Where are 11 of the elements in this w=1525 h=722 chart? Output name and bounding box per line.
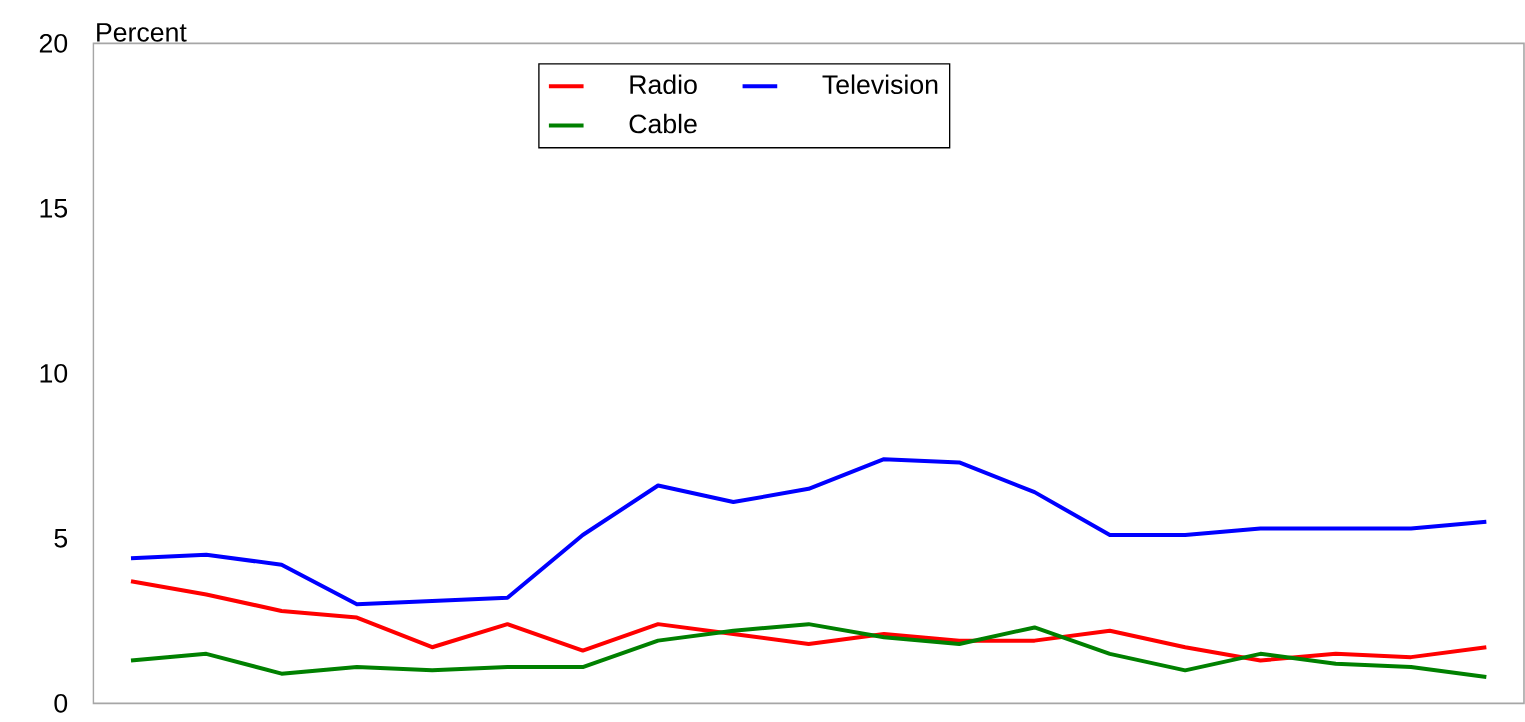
y-axis-title: Percent <box>97 23 187 42</box>
legend-label: Cable <box>629 113 697 134</box>
y-tick-label: 20 <box>39 33 68 53</box>
y-tick-label: 5 <box>54 529 68 548</box>
y-tick-label: 0 <box>54 693 68 713</box>
line-series <box>128 579 1489 663</box>
line-series <box>128 622 1489 679</box>
y-tick-label: 15 <box>40 199 68 218</box>
y-tick-label: 10 <box>40 363 68 383</box>
legend-label: Radio <box>630 74 697 95</box>
legend-label: Television <box>822 74 938 95</box>
